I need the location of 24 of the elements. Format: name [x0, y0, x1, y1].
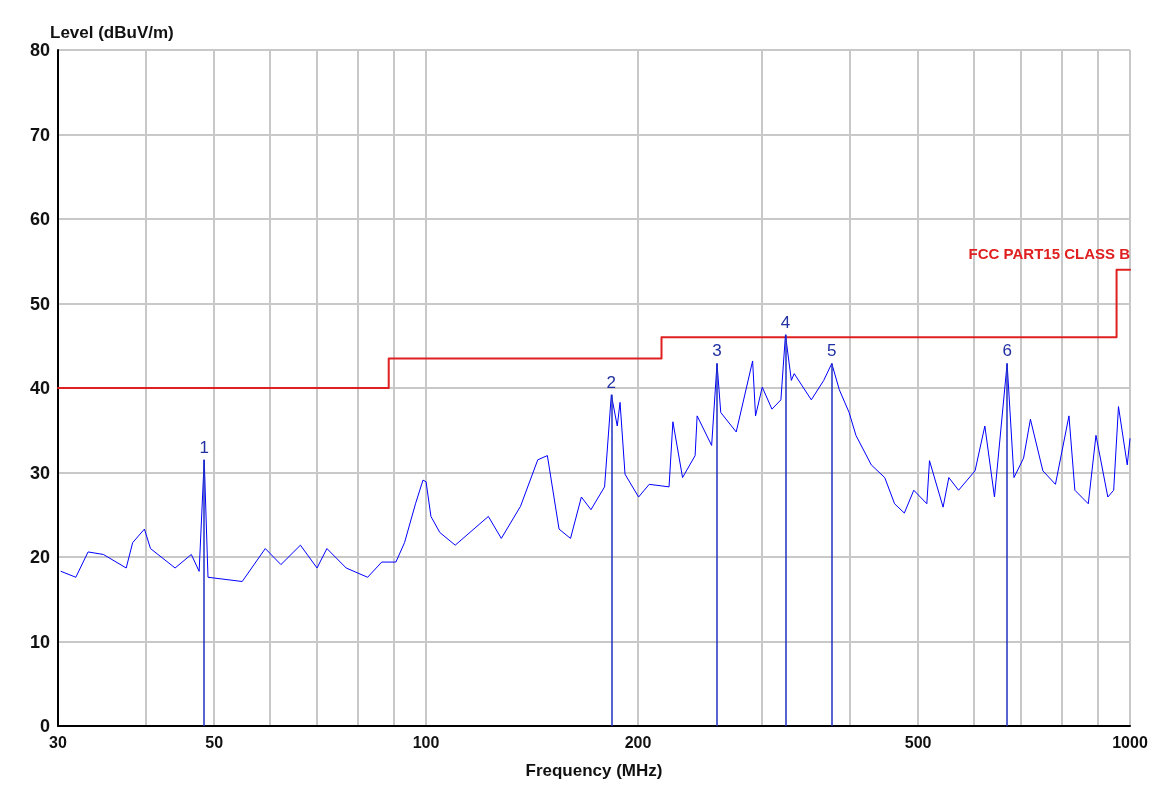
x-tick-label: 500 [904, 733, 932, 751]
annotation: 3 [712, 341, 722, 361]
x-tick-label: 100 [412, 733, 440, 751]
y-tick-label: 70 [29, 124, 50, 145]
y-tick-label: 10 [29, 631, 50, 652]
annotation: 6 [1002, 341, 1012, 361]
annotation: 1 [199, 437, 209, 457]
series-label: FCC PART15 CLASS B [968, 244, 1131, 262]
y-axis-title: Level (dBuV/m) [50, 23, 174, 43]
annotation: 2 [606, 372, 617, 392]
y-tick-label: 60 [29, 209, 50, 229]
x-tick-label: 200 [624, 733, 652, 751]
x-tick-label: 50 [205, 733, 224, 751]
y-tick-label: 80 [29, 40, 50, 60]
annotation: 5 [827, 341, 837, 361]
y-tick-label: 40 [29, 378, 50, 398]
x-axis-title: Frequency (MHz) [525, 761, 663, 780]
y-tick-label: 20 [29, 547, 50, 567]
y-tick-label: 50 [29, 293, 50, 314]
x-tick-label: 30 [49, 733, 67, 751]
y-tick-label: 0 [39, 716, 50, 736]
annotation: 4 [780, 312, 791, 332]
x-tick-label: 1000 [1112, 733, 1148, 751]
y-tick-label: 30 [29, 462, 50, 483]
